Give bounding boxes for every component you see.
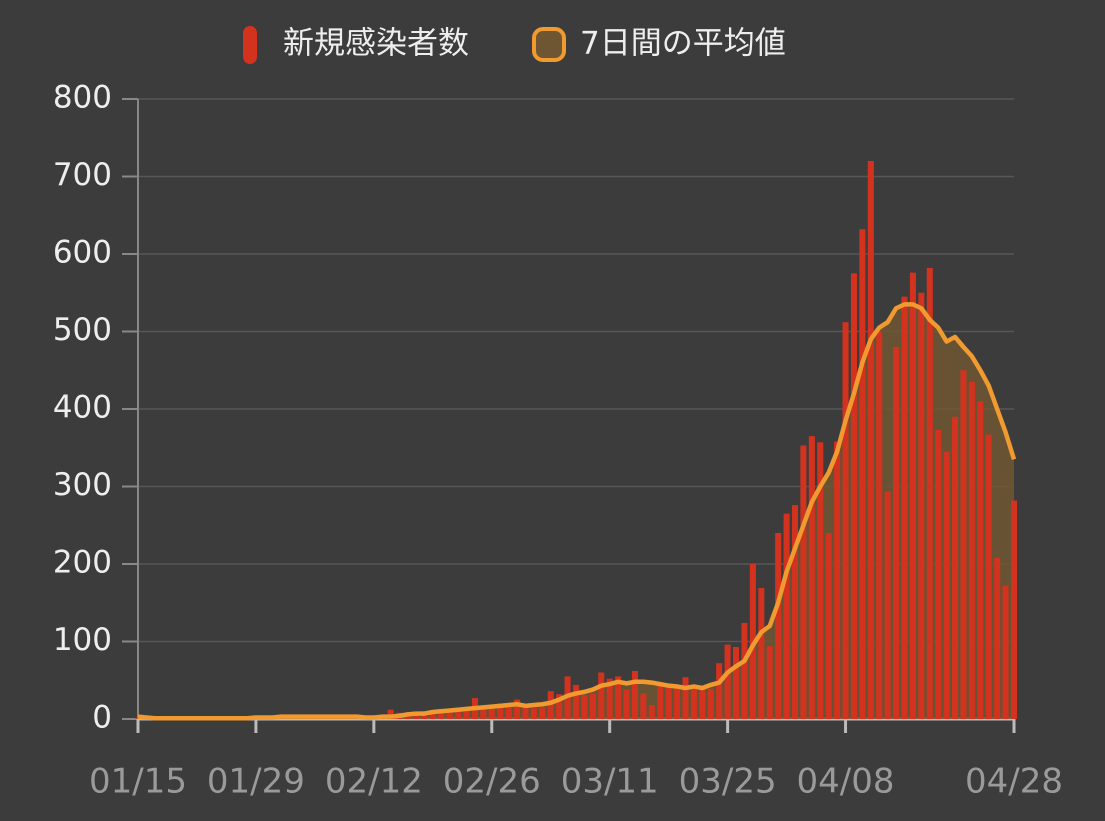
y-tick-label: 200 (53, 545, 112, 581)
bar (808, 436, 815, 719)
bar (850, 273, 857, 719)
bar (547, 691, 554, 719)
bar (598, 672, 605, 719)
bar (893, 347, 900, 719)
bar (530, 708, 537, 719)
bar (522, 705, 529, 719)
bar (985, 434, 992, 719)
bar (884, 491, 891, 719)
y-tick-label: 600 (53, 235, 112, 271)
x-tick-label: 02/12 (325, 762, 423, 802)
bar (412, 714, 419, 719)
y-tick-label: 500 (53, 312, 112, 348)
x-tick-label: 01/29 (207, 762, 305, 802)
x-tick-label: 02/26 (443, 762, 541, 802)
bar (648, 705, 655, 719)
bar (741, 622, 748, 719)
bar (834, 441, 841, 719)
y-tick-label: 100 (53, 622, 112, 658)
bar (733, 646, 740, 719)
bar (791, 505, 799, 719)
bar (690, 688, 697, 719)
bar (909, 272, 916, 719)
bar (438, 708, 445, 719)
bar (387, 709, 394, 719)
bar (758, 588, 765, 719)
average-line (137, 302, 1017, 721)
bar (404, 715, 411, 719)
bar (825, 533, 832, 719)
bar (901, 296, 908, 719)
bar (665, 687, 672, 719)
bar (699, 685, 706, 719)
bar (783, 513, 790, 719)
y-tick-label: 800 (53, 80, 112, 116)
x-tick-label: 01/15 (89, 762, 187, 802)
bar (943, 451, 950, 719)
bar (589, 693, 596, 719)
bar (817, 442, 824, 719)
y-tick-label: 300 (53, 467, 112, 503)
bar (918, 292, 925, 719)
bar (505, 704, 512, 719)
bar (657, 684, 664, 719)
bar (455, 710, 462, 719)
legend-swatch-line (532, 27, 566, 62)
bar (960, 370, 967, 719)
y-tick-label: 700 (53, 157, 112, 193)
bar (446, 709, 453, 719)
bar (514, 699, 521, 719)
legend-label: 新規感染者数 (283, 26, 469, 62)
bar (766, 646, 773, 719)
bar (674, 685, 681, 719)
x-tick-label: 03/11 (561, 762, 659, 802)
bar (581, 694, 588, 719)
bar (1002, 585, 1009, 719)
bar (775, 533, 782, 719)
bar (463, 709, 470, 719)
x-tick-label: 04/28 (965, 762, 1063, 802)
bar (968, 381, 975, 719)
legend-swatch-bar (243, 26, 257, 64)
bar (640, 693, 647, 719)
bar (867, 161, 874, 719)
bar (615, 676, 622, 719)
bar (952, 416, 959, 719)
bar (556, 694, 563, 719)
y-tick-label: 0 (92, 700, 112, 736)
bar (623, 689, 630, 719)
bar (488, 708, 495, 719)
bar (859, 229, 866, 719)
bar (539, 707, 546, 719)
bar (994, 557, 1001, 719)
bar (977, 401, 984, 719)
bar (480, 708, 487, 719)
legend-label: 7日間の平均値 (580, 26, 786, 62)
y-tick-label: 400 (53, 390, 112, 426)
bar (724, 644, 731, 719)
bar (935, 429, 942, 719)
bar (1010, 500, 1018, 719)
bar (800, 445, 807, 719)
bar (716, 663, 723, 719)
bar (497, 703, 504, 719)
x-tick-label: 04/08 (797, 762, 895, 802)
bar (926, 267, 933, 719)
bar (707, 688, 714, 719)
bar (842, 322, 849, 719)
bar (631, 670, 638, 719)
bar (572, 684, 580, 719)
bar (682, 677, 689, 719)
bar (429, 712, 436, 719)
x-tick-label: 03/25 (679, 762, 777, 802)
bar (876, 331, 883, 719)
bar (606, 678, 613, 719)
